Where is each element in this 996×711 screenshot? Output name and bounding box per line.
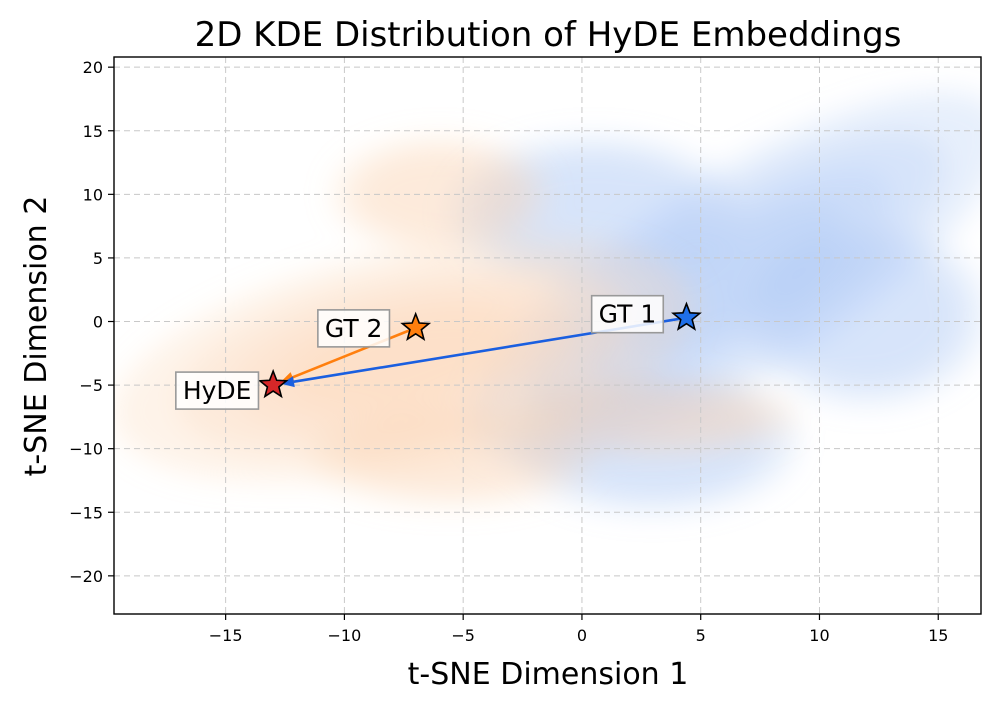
- y-tick-label: 0: [93, 313, 103, 332]
- arrow-line: [292, 326, 417, 379]
- plot-frame: [113, 56, 982, 615]
- grid: [114, 57, 981, 614]
- point-label-text: GT 2: [325, 314, 383, 343]
- point-label-text: HyDE: [183, 376, 252, 405]
- y-tick-label: 20: [83, 58, 103, 77]
- star-marker: [400, 311, 432, 342]
- y-tick-label: −20: [69, 567, 103, 586]
- point-label-text: GT 1: [599, 300, 657, 329]
- x-tick-label: −10: [328, 626, 362, 645]
- x-axis-label: t-SNE Dimension 1: [408, 657, 689, 692]
- kde-contour-level: [774, 245, 960, 385]
- y-tick-label: −15: [69, 503, 103, 522]
- kde-contour-level: [542, 387, 765, 447]
- kde-series-1: [114, 137, 796, 506]
- x-tick-label: −15: [209, 626, 243, 645]
- point-label-box: GT 2: [317, 309, 391, 348]
- y-axis-label: t-SNE Dimension 2: [19, 196, 54, 477]
- y-tick-label: 15: [83, 122, 103, 141]
- star-marker: [257, 368, 289, 399]
- y-tick-label: 5: [93, 249, 103, 268]
- x-tick-label: 5: [696, 626, 706, 645]
- label-background: [317, 309, 391, 348]
- x-tick-label: 10: [809, 626, 829, 645]
- x-tick-label: 15: [928, 626, 948, 645]
- y-tick-label: 10: [83, 185, 103, 204]
- point-label-box: GT 1: [590, 294, 665, 334]
- y-tick-label: −10: [69, 440, 103, 459]
- point-labels: HyDE GT 2 GT 1: [175, 294, 665, 410]
- points: [257, 301, 702, 399]
- x-tick-label: 0: [577, 626, 587, 645]
- chart-title: 2D KDE Distribution of HyDE Embeddings: [195, 15, 902, 55]
- label-background: [590, 294, 665, 334]
- y-tick-label: −5: [79, 376, 103, 395]
- axis-ticks: −15 −10 −5 0 5 10 15 −20 −15 −10 −5 0 5 10 15 20: [69, 58, 948, 645]
- point-label-box: HyDE: [175, 371, 260, 410]
- star-marker: [671, 301, 702, 331]
- kde-contour-level: [340, 415, 563, 495]
- arrow-head: [281, 376, 295, 388]
- x-tick-label: −5: [451, 626, 475, 645]
- kde-density-layer: [114, 92, 981, 513]
- label-background: [175, 371, 260, 410]
